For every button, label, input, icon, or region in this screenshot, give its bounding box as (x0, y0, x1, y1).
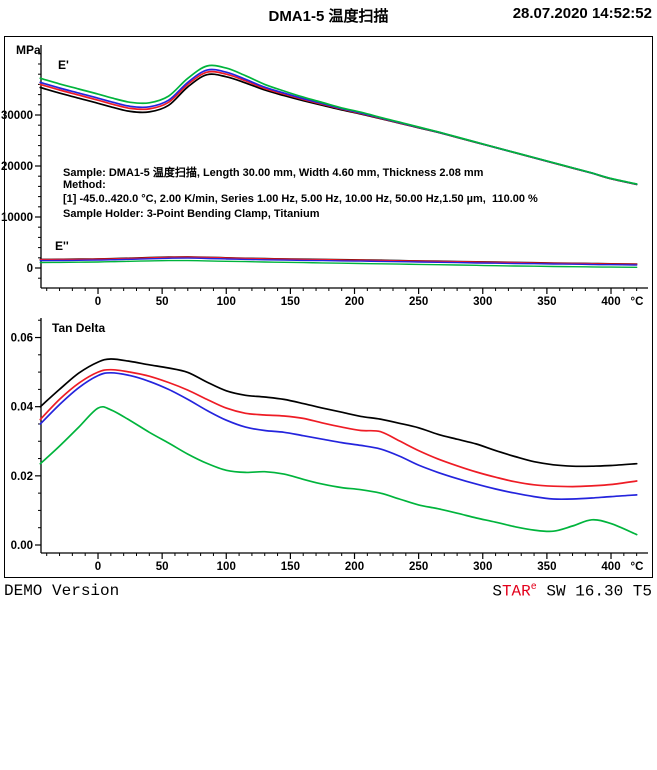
svg-text:300: 300 (473, 296, 492, 308)
svg-text:20000: 20000 (1, 161, 33, 173)
tan-delta-chart-curve-1000Hz (39, 371, 638, 501)
report-datetime: 28.07.2020 14:52:52 (512, 5, 652, 22)
star-s: S (492, 582, 502, 601)
method-info-line: [1] -45.0..420.0 °C, 2.00 K/min, Series … (63, 193, 538, 205)
svg-text:150: 150 (281, 296, 300, 308)
software-version-label: STARe SW 16.30 T5 (492, 582, 652, 600)
svg-text:200: 200 (345, 296, 364, 308)
svg-text:°C: °C (631, 296, 644, 308)
svg-text:0: 0 (95, 561, 101, 573)
sw-version-text: SW 16.30 T5 (536, 582, 652, 601)
modulus-chart-curve-1000Hz (39, 257, 638, 266)
svg-text:350: 350 (537, 296, 556, 308)
svg-text:150: 150 (281, 561, 300, 573)
svg-text:250: 250 (409, 296, 428, 308)
svg-text:100: 100 (217, 561, 236, 573)
svg-text:400: 400 (601, 296, 620, 308)
svg-text:0: 0 (95, 296, 101, 308)
svg-text:200: 200 (345, 561, 364, 573)
svg-text:300: 300 (473, 561, 492, 573)
modulus-chart-curve-5000Hz (39, 64, 638, 185)
svg-text:10000: 10000 (1, 212, 33, 224)
svg-text:50: 50 (156, 561, 169, 573)
sample-holder-line: Sample Holder: 3-Point Bending Clamp, Ti… (63, 208, 320, 220)
modulus-chart-curve-500Hz (39, 256, 638, 265)
svg-text:400: 400 (601, 561, 620, 573)
tan-delta-chart-curve-100Hz (39, 358, 638, 468)
tan-delta-chart-curve-500Hz (39, 368, 638, 488)
svg-text:°C: °C (631, 561, 644, 573)
star-tar: TAR (501, 582, 531, 601)
svg-text:100: 100 (217, 296, 236, 308)
modulus-chart-curve-5000Hz (39, 259, 638, 268)
method-label: Method: (63, 179, 106, 191)
demo-version-label: DEMO Version (4, 582, 120, 600)
svg-text:250: 250 (409, 561, 428, 573)
tan-delta-chart-label: Tan Delta (52, 321, 106, 335)
svg-text:0.02: 0.02 (11, 471, 33, 483)
svg-text:50: 50 (156, 296, 169, 308)
svg-text:0.00: 0.00 (11, 540, 33, 552)
storage-modulus-curve-label: E' (58, 58, 69, 72)
report-title: DMA1-5 温度扫描 (268, 8, 389, 25)
tan-delta-chart: 0.00 0.02 0.04 0.06 0 50 100 150 200 250 300 350 400… (11, 318, 648, 573)
svg-text:0.06: 0.06 (11, 333, 33, 345)
star-e-sup: e (530, 582, 537, 593)
modulus-chart: 0 10000 20000 30000 0 50 100 150 200 250 300 350 400… (1, 45, 648, 308)
svg-text:0.04: 0.04 (11, 402, 34, 414)
loss-modulus-curve-label: E'' (55, 239, 69, 253)
svg-text:0: 0 (27, 263, 33, 275)
svg-text:350: 350 (537, 561, 556, 573)
y-axis-unit-label: MPa (16, 43, 41, 57)
sample-info-line: Sample: DMA1-5 温度扫描, Length 30.00 mm, Wi… (63, 167, 484, 179)
svg-text:30000: 30000 (1, 110, 33, 122)
tan-delta-chart-curve-5000Hz (39, 405, 638, 536)
